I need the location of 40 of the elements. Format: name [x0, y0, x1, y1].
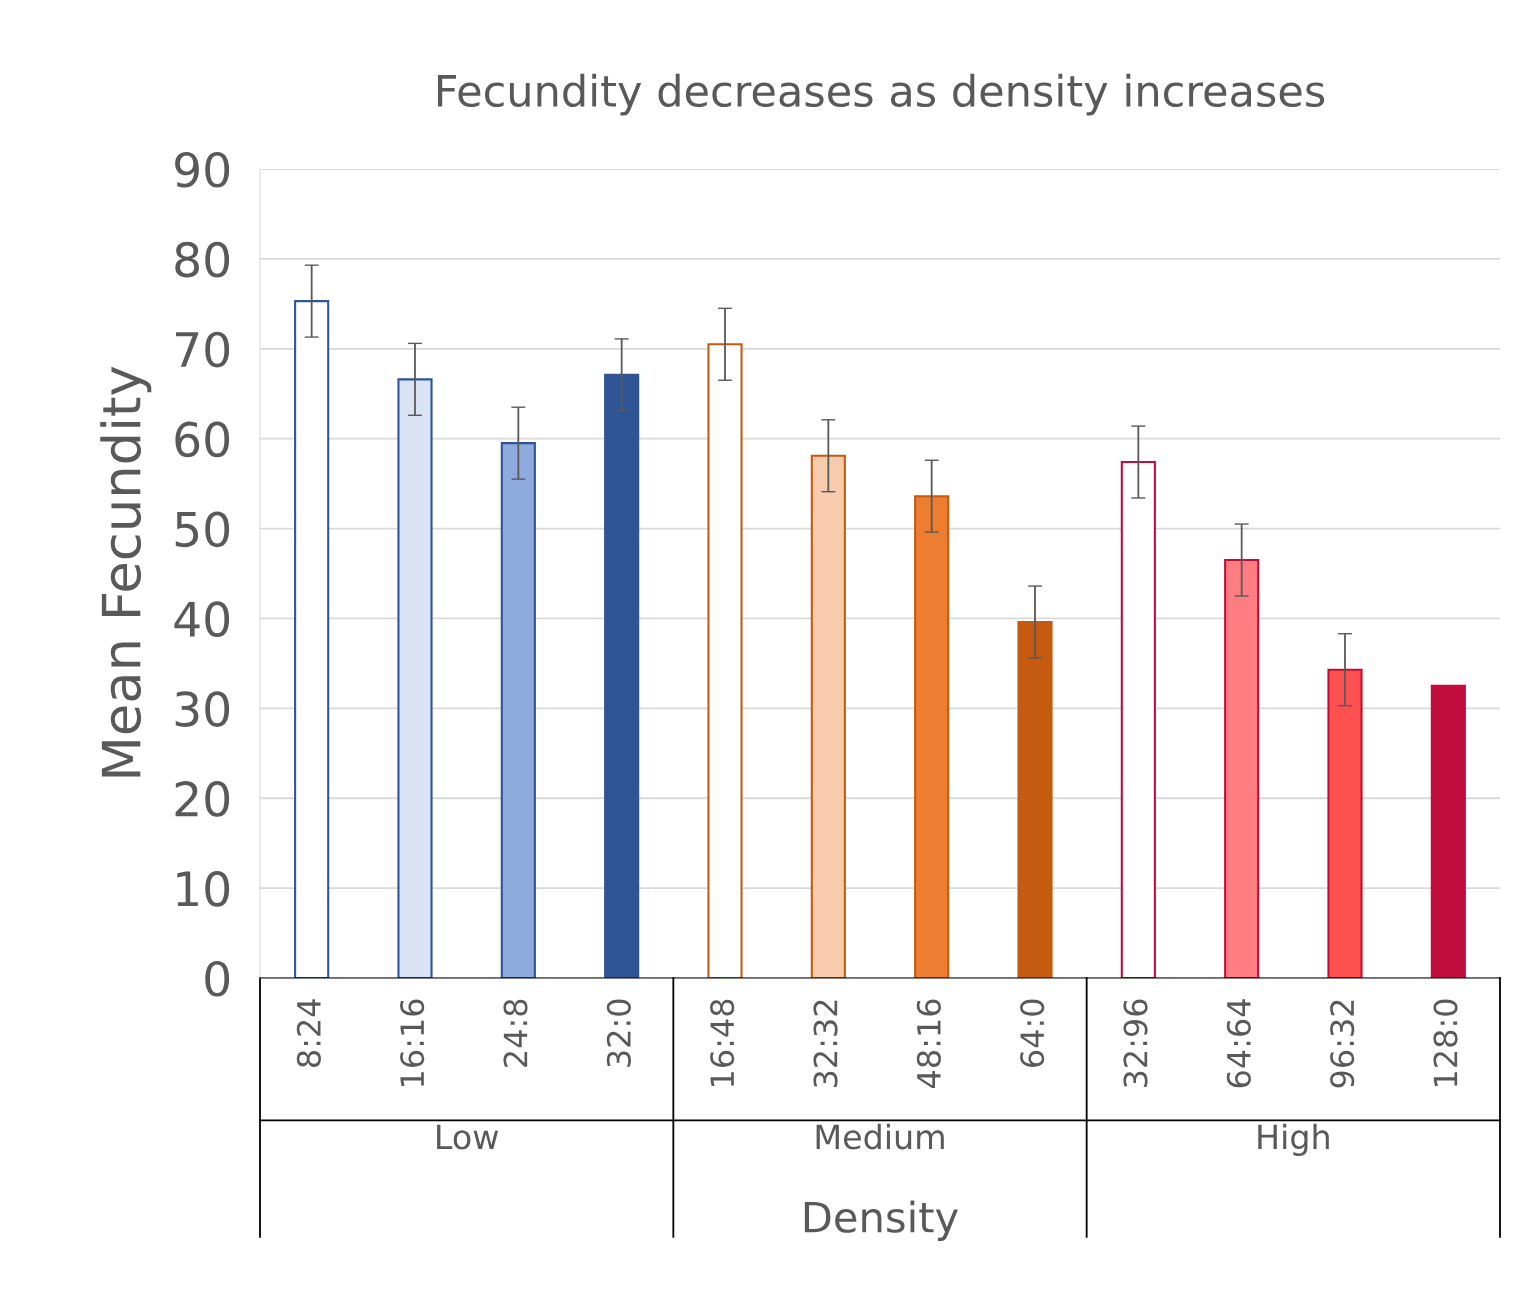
- y-tick-label: 10: [177, 871, 230, 907]
- y-tick-label: 40: [174, 601, 230, 638]
- bar: [397, 378, 433, 978]
- bar: [1120, 461, 1156, 978]
- x-tick-label: 128:0: [1433, 999, 1458, 1086]
- x-tick-label: 32:96: [1123, 999, 1148, 1088]
- y-tick-label: 80: [175, 241, 230, 278]
- bar: [810, 454, 846, 978]
- bar: [707, 343, 743, 978]
- text: Medium: [816, 1123, 944, 1150]
- chart-title: Fecundity decreases as density increases: [437, 73, 1325, 116]
- y-axis-title: Mean Fecundity: [100, 366, 152, 777]
- x-tick-label: 32:0: [606, 999, 631, 1067]
- y-tick-label: 20: [175, 781, 230, 817]
- y-tick-label: 70: [176, 331, 230, 368]
- bar: [914, 495, 950, 978]
- x-tick-label: 64:64: [1226, 999, 1251, 1088]
- x-tick-label: 64:0: [1020, 999, 1045, 1067]
- y-tick-label: 60: [175, 421, 230, 458]
- x-tick-label: 96:32: [1330, 1000, 1355, 1088]
- x-tick-label: 48:16: [916, 999, 941, 1088]
- y-tick-label: 90: [175, 151, 230, 188]
- bar: [294, 300, 330, 978]
- bar: [604, 373, 640, 978]
- bar: [1224, 558, 1260, 978]
- bar: [1327, 668, 1363, 978]
- x-tick-label: 8:24: [296, 999, 321, 1068]
- bar: [1430, 684, 1466, 978]
- x-tick-label: 16:16: [400, 999, 425, 1086]
- y-tick-label: 50: [175, 511, 230, 548]
- text: High: [1258, 1123, 1329, 1156]
- x-tick-label: 24:8: [503, 999, 528, 1067]
- y-tick-label: 30: [175, 691, 230, 727]
- y-tick-label: 0: [205, 960, 230, 997]
- x-tick-label: 32:32: [813, 1000, 838, 1088]
- x-tick-label: 16:48: [710, 999, 735, 1086]
- text: Low: [437, 1124, 499, 1150]
- x-axis-title: Density: [804, 1200, 958, 1241]
- bar: [500, 442, 536, 978]
- bar: [1017, 621, 1053, 978]
